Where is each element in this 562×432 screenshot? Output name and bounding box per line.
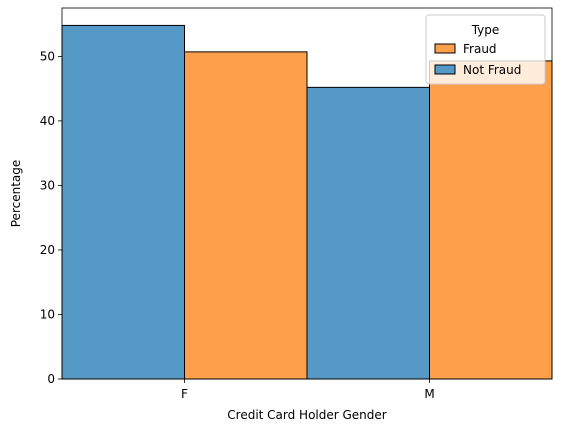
plot-frame xyxy=(61,7,553,380)
legend-label-not-fraud: Not Fraud xyxy=(463,63,521,77)
legend-box xyxy=(425,14,546,85)
y-tick-label: 30 xyxy=(40,178,55,192)
legend-swatch-fraud xyxy=(434,43,456,54)
bar-not-fraud-f xyxy=(61,24,185,380)
y-tick-label: 50 xyxy=(40,49,55,63)
bars xyxy=(61,24,553,380)
x-axis-label: Credit Card Holder Gender xyxy=(227,408,387,422)
bar-not-fraud-m xyxy=(306,86,430,380)
x-tick-label: M xyxy=(424,387,434,401)
y-axis: 0 10 20 30 40 50 xyxy=(40,49,62,386)
legend: Type Fraud Not Fraud xyxy=(425,14,546,85)
y-tick-label: 40 xyxy=(40,114,55,128)
y-tick-label: 10 xyxy=(40,307,55,321)
y-tick-label: 20 xyxy=(40,243,55,257)
bar-fraud-f xyxy=(184,51,308,380)
y-tick-label: 0 xyxy=(47,372,55,386)
legend-swatch-not-fraud xyxy=(434,64,456,75)
bar-fraud-m xyxy=(429,60,553,380)
legend-label-fraud: Fraud xyxy=(463,42,497,56)
y-axis-label: Percentage xyxy=(9,160,23,228)
legend-title: Type xyxy=(471,23,500,37)
x-tick-label: F xyxy=(181,387,188,401)
